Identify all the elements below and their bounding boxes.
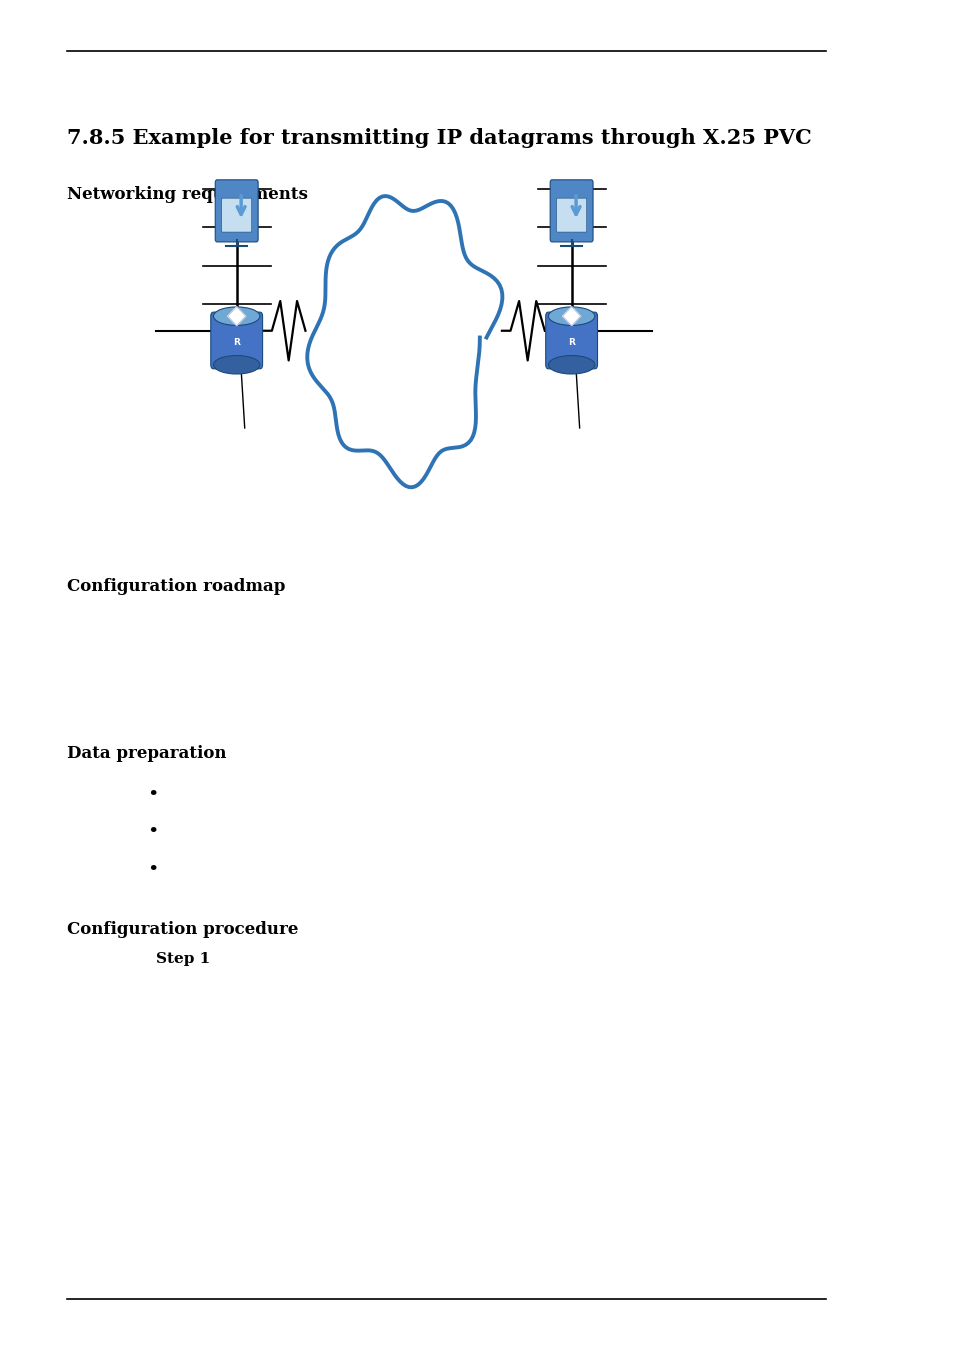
Ellipse shape (213, 306, 259, 325)
Text: •: • (147, 861, 158, 879)
FancyBboxPatch shape (215, 180, 258, 242)
FancyBboxPatch shape (550, 180, 593, 242)
FancyBboxPatch shape (556, 198, 586, 232)
Ellipse shape (548, 306, 595, 325)
Text: R: R (568, 339, 575, 347)
Text: Data preparation: Data preparation (67, 745, 226, 763)
FancyBboxPatch shape (545, 312, 597, 369)
Ellipse shape (213, 355, 259, 374)
Ellipse shape (548, 355, 595, 374)
Polygon shape (228, 306, 245, 325)
Text: 7.8.5 Example for transmitting IP datagrams through X.25 PVC: 7.8.5 Example for transmitting IP datagr… (67, 128, 811, 148)
Text: R: R (233, 339, 240, 347)
Text: •: • (147, 786, 158, 803)
Text: Step 1: Step 1 (156, 952, 211, 965)
Text: Configuration roadmap: Configuration roadmap (67, 578, 285, 595)
Polygon shape (307, 196, 502, 487)
Text: Networking requirements: Networking requirements (67, 186, 308, 204)
Polygon shape (562, 306, 580, 325)
Text: Configuration procedure: Configuration procedure (67, 921, 298, 938)
FancyBboxPatch shape (211, 312, 262, 369)
Text: •: • (147, 824, 158, 841)
FancyBboxPatch shape (221, 198, 252, 232)
